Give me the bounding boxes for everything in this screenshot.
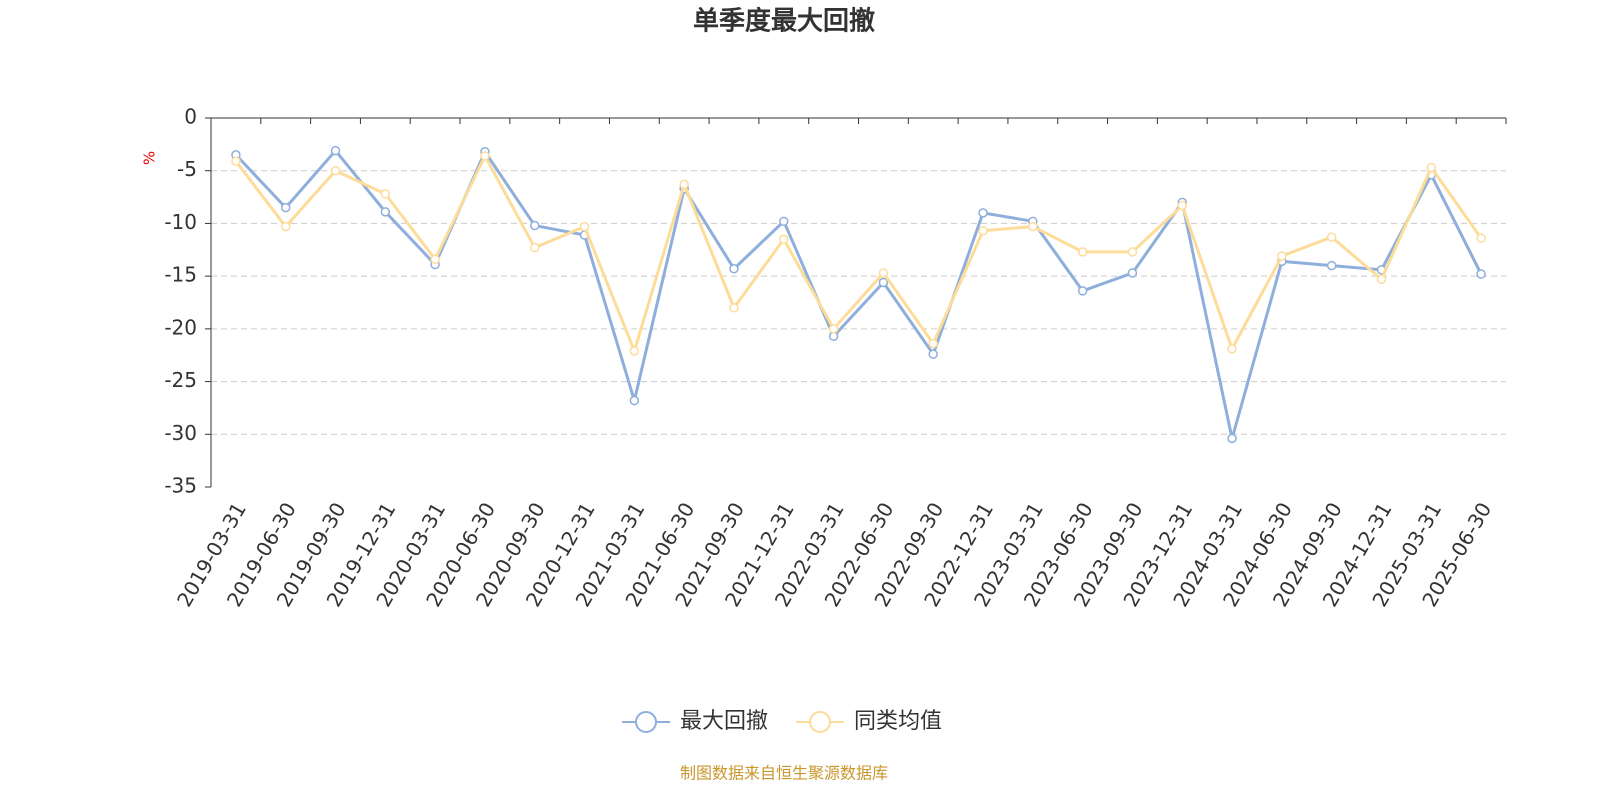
data-point (978, 226, 988, 236)
data-point (1426, 162, 1437, 173)
data-point (430, 254, 440, 265)
data-point (729, 264, 739, 274)
chart-title: 单季度最大回撤 (693, 6, 875, 37)
data-point (1476, 269, 1486, 279)
data-point (1326, 232, 1337, 242)
data-point (779, 234, 789, 244)
data-point (330, 165, 341, 176)
data-point (629, 346, 640, 356)
data-point (1028, 221, 1038, 232)
data-point (1127, 247, 1138, 257)
data-point (1227, 433, 1237, 444)
source-note: 制图数据来自恒生聚源数据库 (680, 764, 888, 783)
data-point (779, 216, 789, 227)
data-point (928, 338, 938, 349)
data-point (480, 151, 490, 161)
data-point (231, 156, 241, 166)
y-tick-label: -5 (177, 157, 197, 181)
y-tick-label: -35 (164, 474, 197, 498)
y-tick-label: -20 (164, 315, 197, 339)
y-tick-label: 0 (184, 105, 197, 129)
data-point (1476, 233, 1486, 243)
y-tick-label: -10 (164, 210, 197, 234)
data-point (978, 208, 988, 218)
data-point (280, 221, 291, 232)
legend-marker (809, 711, 831, 733)
data-point (729, 303, 739, 313)
legend-marker (635, 711, 657, 733)
data-point (330, 145, 341, 156)
data-point (530, 220, 540, 231)
data-point (1127, 268, 1138, 278)
data-point (1376, 274, 1387, 285)
data-point (1277, 251, 1287, 261)
data-point (1077, 247, 1088, 257)
data-point (280, 202, 291, 213)
y-axis-label: % (141, 151, 159, 165)
data-point (878, 268, 889, 278)
data-point (928, 349, 938, 359)
data-point (579, 221, 590, 232)
data-point (530, 242, 540, 253)
series-line (234, 152, 1483, 356)
y-tick-label: -30 (164, 421, 197, 445)
data-point (679, 179, 689, 190)
data-point (828, 324, 839, 334)
data-point (629, 395, 640, 406)
legend-label: 同类均值 (854, 709, 942, 734)
data-point (1177, 200, 1187, 211)
y-tick-label: -15 (164, 263, 197, 287)
data-point (1326, 260, 1337, 271)
legend-label: 最大回撤 (680, 709, 768, 734)
y-tick-label: -25 (164, 368, 197, 392)
data-point (878, 277, 889, 288)
data-point (380, 207, 391, 217)
series-line (234, 148, 1483, 439)
data-point (1227, 344, 1237, 354)
data-point (380, 189, 391, 199)
data-point (1077, 286, 1088, 296)
